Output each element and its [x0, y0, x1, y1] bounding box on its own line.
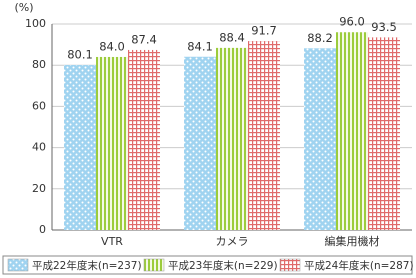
legend-label: 平成23年度末(n=229): [168, 259, 278, 272]
y-tick-label: 100: [25, 17, 46, 30]
value-label: 96.0: [339, 15, 365, 29]
legend-label: 平成24年度末(n=287): [304, 259, 414, 272]
y-tick-label: 0: [39, 223, 46, 236]
bar: [128, 49, 160, 231]
y-tick-label: 60: [32, 99, 46, 112]
bar: [336, 32, 368, 230]
bar: [64, 64, 96, 230]
x-tick-label: VTR: [101, 235, 123, 248]
value-label: 87.4: [131, 32, 157, 46]
value-label: 84.1: [187, 39, 213, 53]
y-axis-label: (%): [14, 1, 33, 14]
y-tick-label: 20: [32, 182, 46, 195]
bar: [96, 56, 128, 231]
value-label: 80.1: [67, 47, 93, 61]
legend-label: 平成22年度末(n=237): [32, 259, 142, 272]
bar: [248, 41, 280, 231]
x-tick-label: カメラ: [216, 235, 249, 248]
bar: [184, 56, 216, 231]
legend-swatch: [143, 258, 165, 272]
value-label: 88.2: [307, 31, 333, 45]
value-label: 84.0: [99, 39, 125, 53]
legend-box: [2, 255, 413, 275]
y-tick-label: 80: [32, 58, 46, 71]
value-label: 93.5: [371, 20, 397, 34]
value-label: 88.4: [219, 30, 245, 44]
bar: [304, 48, 336, 230]
y-tick-label: 40: [32, 141, 46, 154]
bar: [216, 47, 248, 231]
value-label: 91.7: [251, 24, 277, 38]
legend-swatch: [7, 258, 29, 272]
bar: [368, 37, 400, 230]
legend-swatch: [279, 258, 301, 272]
x-tick-label: 編集用機材: [325, 234, 380, 248]
